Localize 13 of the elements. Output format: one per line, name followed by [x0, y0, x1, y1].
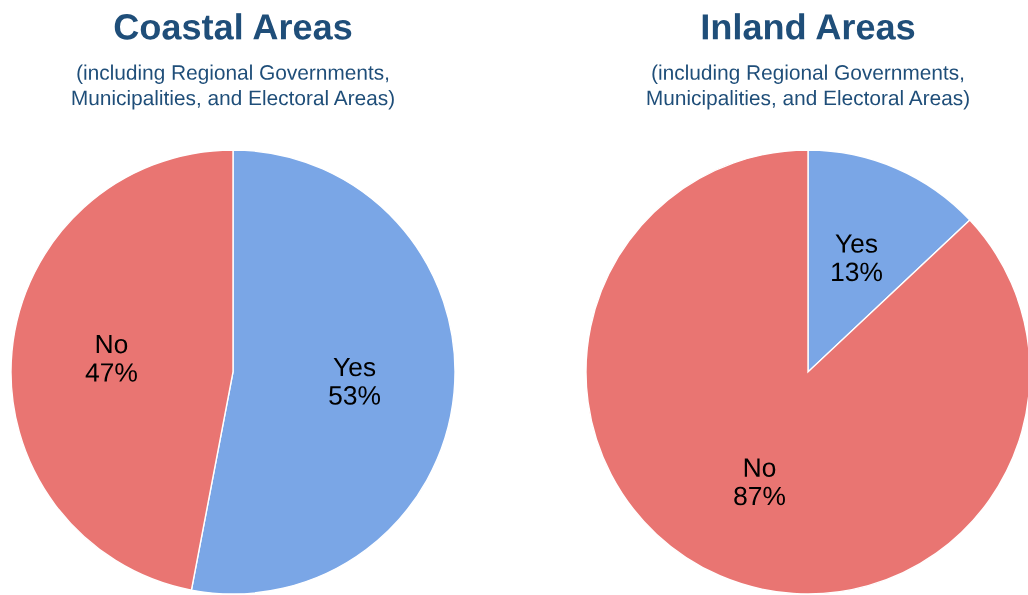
chart-subtitle: (including Regional Governments, Municipalities, and Electoral Areas) — [647, 64, 969, 110]
slice-label: Yes — [333, 357, 376, 377]
data-label: 13% — [832, 262, 882, 282]
data-label: 47% — [85, 363, 137, 382]
slice-label: No — [744, 458, 776, 477]
data-label: 53% — [329, 386, 381, 405]
chart-subtitle: (including Regional Governments, Municipalities, and Electoral Areas) — [72, 64, 394, 110]
slice-label: Yes — [835, 234, 878, 253]
pie-slice — [585, 149, 1028, 595]
data-label: 87% — [734, 486, 785, 506]
chart-title: Coastal Areas — [114, 13, 352, 40]
slice-label: No — [96, 334, 128, 354]
chart-title: Inland Areas — [702, 13, 915, 40]
